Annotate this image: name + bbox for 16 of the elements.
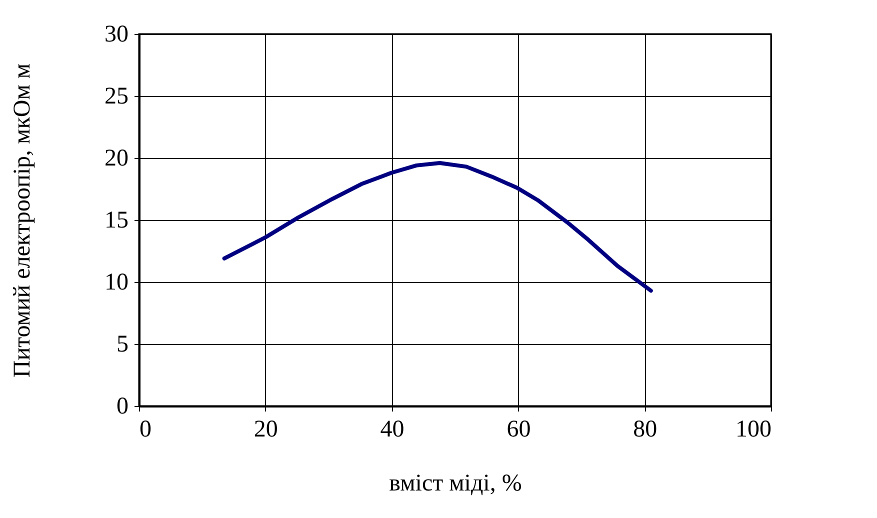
- y-tick-label: 15: [104, 208, 128, 234]
- x-tick-label: 80: [633, 416, 658, 442]
- x-tick-label: 60: [506, 416, 531, 442]
- line-series: [222, 160, 653, 293]
- y-tick-label: 20: [104, 146, 128, 172]
- y-tick-label: 25: [104, 84, 128, 110]
- x-tick-label: 40: [380, 416, 404, 442]
- y-tick-label: 0: [116, 394, 128, 420]
- y-tick-label: 30: [104, 22, 128, 48]
- y-tick-label: 5: [116, 332, 128, 358]
- y-axis-title: Питомий електроопір, мкОм м: [10, 63, 36, 378]
- y-tick-label: 10: [104, 270, 128, 296]
- x-tick-label: 20: [254, 416, 278, 442]
- x-tick-label: 0: [140, 416, 152, 442]
- x-tick-label: 100: [736, 416, 772, 442]
- x-axis-title: вміст міді, %: [389, 470, 522, 496]
